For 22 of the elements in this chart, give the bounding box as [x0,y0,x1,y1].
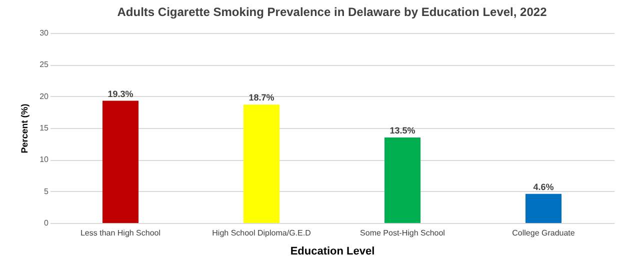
y-tick-label: 5 [44,186,50,196]
bar [526,194,562,223]
y-tick-label: 30 [40,28,50,38]
data-label: 19.3% [108,88,134,99]
x-tick-label: Some Post-High School [360,228,446,238]
y-axis-title: Percent (%) [20,104,30,154]
y-tick-label: 20 [40,92,50,101]
x-tick-label: Less than High School [80,228,161,238]
y-tick-label: 15 [40,124,50,132]
bar [244,104,280,223]
data-label: 4.6% [533,182,554,192]
y-tick-label: 25 [40,60,50,70]
y-tick-label: 0 [44,218,50,228]
bar [384,138,420,223]
data-label: 18.7% [248,92,274,103]
bar [102,100,138,223]
y-tick-label: 10 [40,155,50,164]
data-label: 13.5% [390,126,416,136]
chart-title: Adults Cigarette Smoking Prevalence in Delaware by Education Level, 2022 [117,5,548,19]
x-tick-label: College Graduate [512,228,576,238]
x-axis-title: Education Level [290,246,375,258]
x-tick-label: High School Diploma/G.E.D [212,228,312,238]
